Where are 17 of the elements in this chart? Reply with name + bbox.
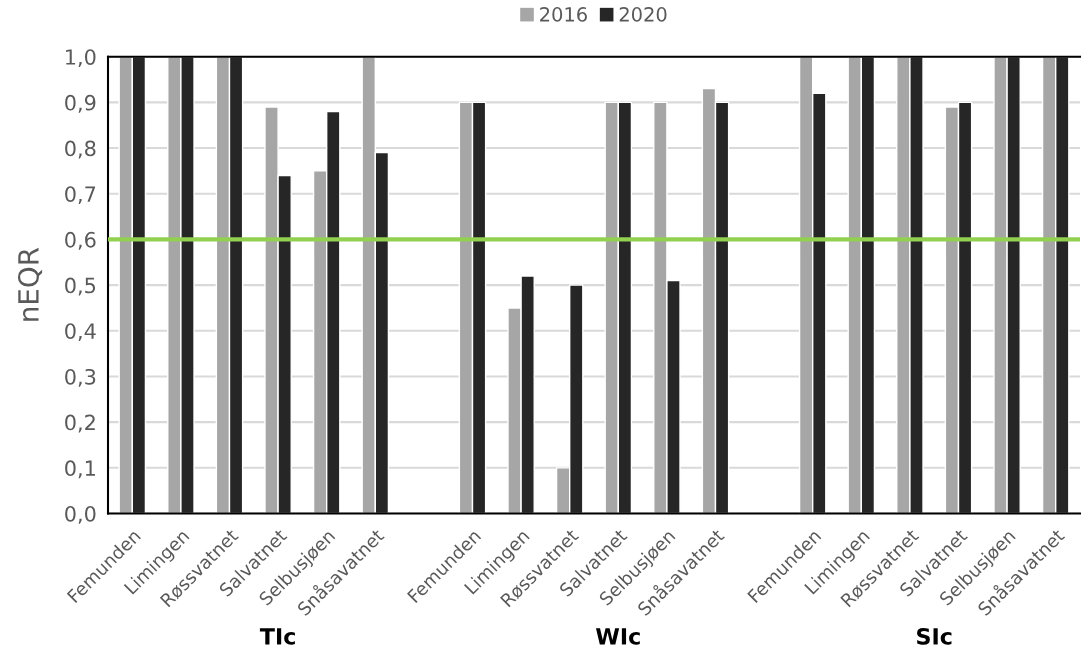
y-tick-label: 1,0 <box>66 49 96 68</box>
text: SIc <box>917 627 952 645</box>
legend-label: 2016 <box>540 7 587 22</box>
y-tick-label: 0,1 <box>65 460 95 479</box>
y-tick-label: 0,9 <box>65 94 96 113</box>
y-tick-label: 0,5 <box>65 277 96 296</box>
y-tick-label: 0,3 <box>65 368 96 387</box>
text: WIc <box>595 628 640 645</box>
y-tick-label: 0,7 <box>65 186 96 205</box>
y-tick-label: 0,6 <box>65 231 96 250</box>
y-tick-label: 0,2 <box>65 414 95 433</box>
y-tick-label: 0,4 <box>65 323 96 342</box>
y-tick-label: 0,0 <box>65 505 96 524</box>
y-axis-title: nEQR <box>17 247 43 321</box>
y-tick-label: 0,8 <box>65 140 96 159</box>
legend-label: 2020 <box>619 7 667 22</box>
text: TIc <box>259 628 295 645</box>
